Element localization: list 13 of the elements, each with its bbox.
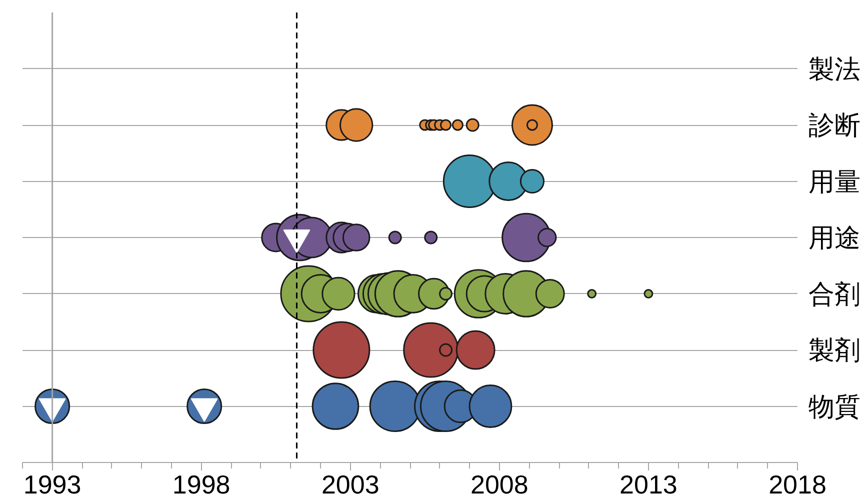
x-tick-label: 2003 xyxy=(321,470,380,496)
y-tick-label: 製法 xyxy=(808,54,860,84)
y-tick-label: 用途 xyxy=(808,222,860,252)
y-tick-label: 製剤 xyxy=(808,335,860,365)
x-tick-label: 1998 xyxy=(172,470,230,496)
x-tick-label: 1993 xyxy=(23,470,82,496)
x-tick-label: 2008 xyxy=(470,470,528,496)
y-tick-label: 合剤 xyxy=(808,278,860,309)
x-tick-label: 2018 xyxy=(768,470,826,496)
x-tick-label: 2013 xyxy=(620,470,678,496)
y-tick-label: 用量 xyxy=(808,166,860,196)
y-tick-label: 物質 xyxy=(808,391,860,422)
y-tick-label: 診断 xyxy=(808,110,860,140)
